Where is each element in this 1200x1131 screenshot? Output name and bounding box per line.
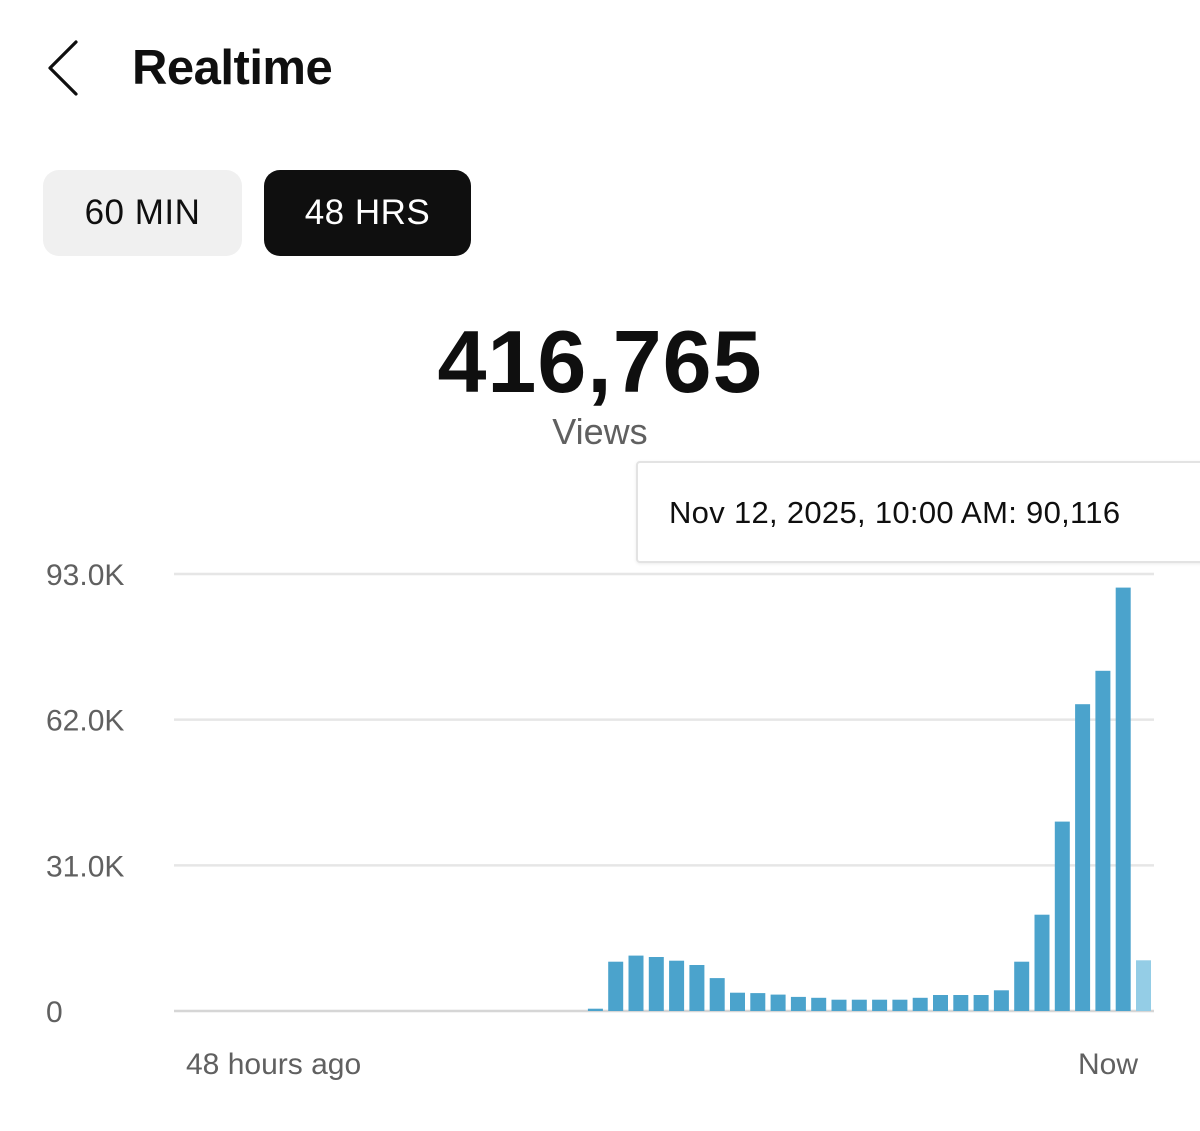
y-tick-label: 93.0K bbox=[46, 559, 124, 592]
chart-bar[interactable] bbox=[689, 965, 705, 1011]
tooltip-text: Nov 12, 2025, 10:00 AM: 90,116 bbox=[669, 495, 1121, 530]
chart-bar[interactable] bbox=[912, 997, 928, 1011]
chart-bar[interactable] bbox=[851, 999, 867, 1011]
total-views-label: Views bbox=[552, 411, 648, 452]
y-tick-label: 31.0K bbox=[46, 850, 124, 883]
chart-bar[interactable] bbox=[628, 955, 644, 1011]
chart-bar[interactable] bbox=[1095, 670, 1111, 1011]
back-button[interactable] bbox=[40, 36, 88, 100]
tab-48-hrs-label: 48 HRS bbox=[304, 193, 431, 232]
chart-bar[interactable] bbox=[730, 992, 745, 1011]
chart-bar[interactable] bbox=[933, 995, 948, 1011]
chart-bar[interactable] bbox=[1115, 587, 1131, 1011]
chart-bar[interactable] bbox=[811, 997, 827, 1011]
chart-bar[interactable] bbox=[953, 995, 969, 1011]
chart-bar[interactable] bbox=[1014, 961, 1030, 1011]
chart-bar[interactable] bbox=[1034, 914, 1050, 1011]
chart-bar[interactable] bbox=[669, 960, 685, 1011]
chart-bar[interactable] bbox=[750, 993, 766, 1011]
chart-bar[interactable] bbox=[587, 1008, 603, 1011]
chart-bar[interactable] bbox=[973, 995, 989, 1011]
chart-bar[interactable] bbox=[1054, 821, 1070, 1011]
y-tick-label: 62.0K bbox=[46, 705, 124, 738]
chart-bar[interactable] bbox=[648, 957, 664, 1011]
page-title: Realtime bbox=[132, 41, 333, 95]
chart-bar[interactable] bbox=[892, 999, 908, 1011]
chevron-left-icon bbox=[48, 40, 78, 96]
chart-bar[interactable] bbox=[770, 994, 786, 1011]
tab-60-min[interactable]: 60 MIN bbox=[43, 170, 242, 256]
chart-bar[interactable] bbox=[831, 999, 847, 1011]
chart-bar[interactable] bbox=[1136, 960, 1151, 1011]
x-tick-label-start: 48 hours ago bbox=[186, 1048, 361, 1081]
chart-bar[interactable] bbox=[790, 996, 806, 1011]
chart-bar[interactable] bbox=[993, 990, 1009, 1011]
header: Realtime bbox=[0, 0, 1200, 135]
y-tick-label: 0 bbox=[46, 996, 63, 1029]
chart-bar[interactable] bbox=[872, 999, 888, 1011]
x-tick-label-end: Now bbox=[1078, 1048, 1138, 1081]
tab-48-hrs[interactable]: 48 HRS bbox=[264, 170, 471, 256]
chart-tooltip: Nov 12, 2025, 10:00 AM: 90,116 bbox=[636, 461, 1200, 563]
total-views: 416,765 bbox=[437, 312, 763, 411]
chart-bar[interactable] bbox=[709, 978, 725, 1011]
tab-60-min-label: 60 MIN bbox=[84, 193, 201, 232]
chart-bar[interactable] bbox=[608, 961, 624, 1011]
chart-bar[interactable] bbox=[1075, 704, 1091, 1011]
